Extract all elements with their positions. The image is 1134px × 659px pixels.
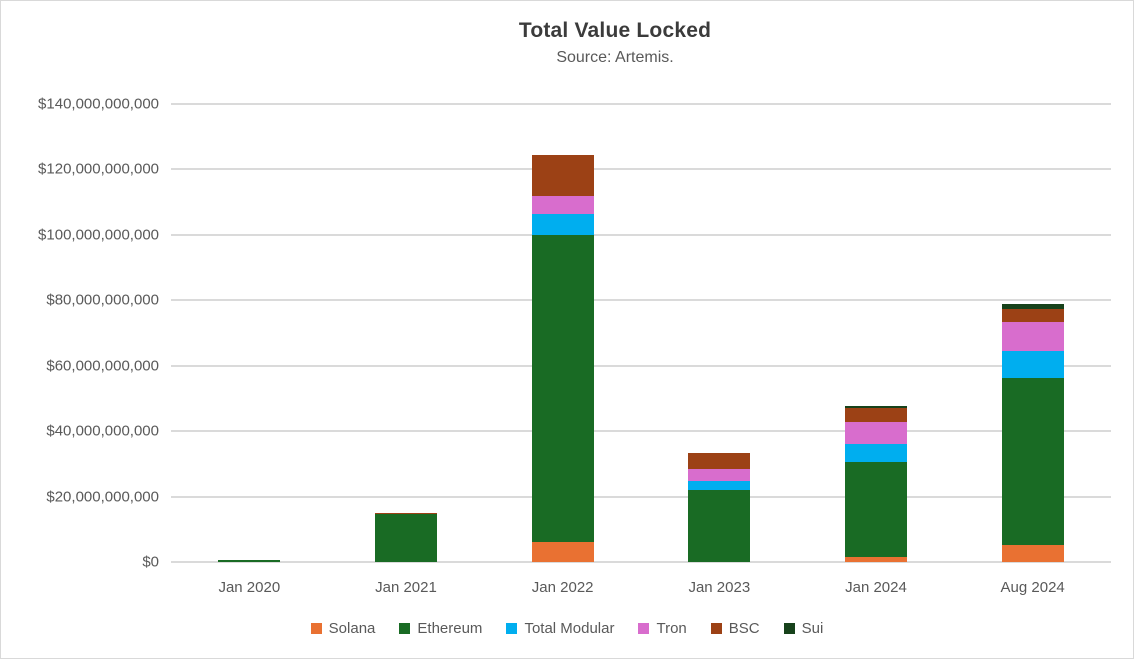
legend-swatch-icon [783,623,795,634]
plot-area [171,103,1111,563]
y-axis-tick-label: $120,000,000,000 [38,160,159,178]
gridline [171,430,1111,433]
bar-jan-2024 [845,406,907,562]
legend-label: Tron [656,620,687,637]
legend-swatch-icon [399,623,411,634]
x-axis-tick-label: Jan 2022 [531,579,594,596]
legend-label: BSC [728,620,760,637]
y-axis-tick-label: $40,000,000,000 [46,422,159,440]
gridline [171,364,1111,367]
gridline [171,168,1111,171]
legend-item-sui: Sui [783,620,824,637]
bar-segment-ethereum [375,514,437,562]
bar-segment-total-modular [1001,351,1064,378]
gridline [171,299,1111,302]
bar-segment-tron [845,422,907,444]
y-axis-tick-label: $0 [142,553,159,571]
bar-segment-solana [1001,545,1064,562]
bar-segment-ethereum [845,461,907,558]
bar-jan-2021 [375,512,437,562]
legend-label: Ethereum [417,620,483,637]
bar-segment-ethereum [531,234,594,542]
bar-segment-total-modular [688,480,751,490]
bar-aug-2024 [1001,304,1064,562]
y-axis-tick-label: $80,000,000,000 [46,291,159,309]
gridline [171,103,1111,105]
gridline [171,561,1111,563]
legend-item-tron: Tron [638,620,687,637]
bar-segment-solana [531,541,594,562]
y-axis-tick-label: $140,000,000,000 [38,95,159,113]
legend-label: Sui [801,620,824,637]
legend-label: Solana [328,620,376,637]
bar-segment-bsc [531,154,594,196]
bar-segment-total-modular [845,443,907,462]
bar-segment-ethereum [688,489,751,562]
bar-jan-2020 [218,560,281,562]
legend-swatch-icon [506,623,518,634]
legend-item-total-modular: Total Modular [506,620,614,637]
x-axis-tick-label: Jan 2023 [688,579,751,596]
bar-segment-ethereum [1001,377,1064,545]
legend: Solana Ethereum Total Modular Tron BSC Sui [1,620,1133,637]
chart-title: Total Value Locked [518,19,712,42]
legend-item-ethereum: Ethereum [399,620,482,637]
x-axis-tick-label: Jan 2024 [845,579,907,596]
bar-segment-ethereum [218,560,281,562]
bar-segment-bsc [375,512,437,515]
y-axis-tick-label: $60,000,000,000 [46,357,159,375]
legend-swatch-icon [710,623,722,634]
bar-segment-bsc [688,452,751,470]
gridline [171,233,1111,236]
bar-segment-bsc [845,408,907,423]
gridline [171,495,1111,498]
bar-segment-bsc [1001,308,1064,323]
y-axis-tick-label: $100,000,000,000 [38,226,159,244]
x-axis-tick-label: Jan 2020 [218,579,281,596]
chart-header: Total Value Locked Source: Artemis. [97,19,1133,67]
bar-segment-sui [845,406,907,409]
legend-item-bsc: BSC [710,620,760,637]
bar-segment-tron [531,195,594,214]
bar-segment-solana [845,557,907,562]
legend-swatch-icon [638,623,650,634]
x-axis-tick-label: Jan 2021 [375,579,437,596]
x-axis-tick-label: Aug 2024 [1000,579,1065,596]
bar-jan-2022 [531,154,594,562]
bar-segment-tron [1001,322,1064,351]
bar-jan-2023 [688,452,751,562]
bar-segment-tron [688,469,751,481]
legend-item-solana: Solana [310,620,376,637]
bar-segment-sui [1001,304,1064,309]
legend-swatch-icon [310,623,322,634]
legend-label: Total Modular [524,620,615,637]
bar-segment-total-modular [531,213,594,235]
y-axis-tick-label: $20,000,000,000 [46,488,159,506]
chart-subtitle: Source: Artemis. [556,49,674,66]
